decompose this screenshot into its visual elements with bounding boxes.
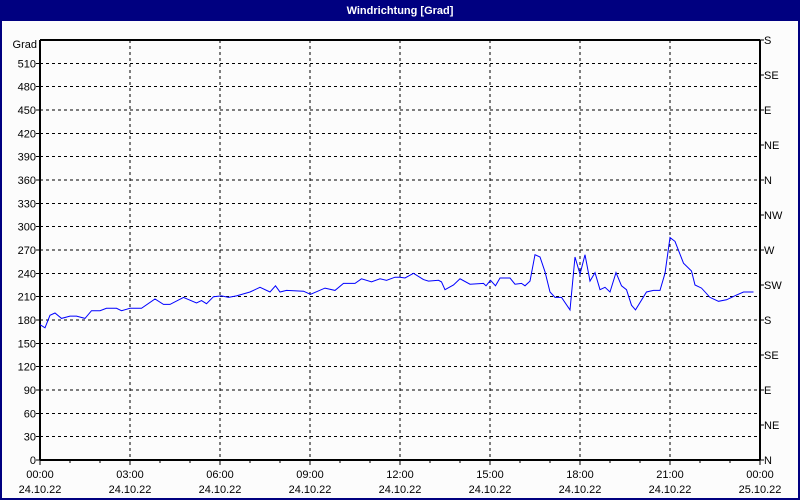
y-tick-label: 330 [18,198,36,210]
right-axis-label: SW [764,280,782,292]
x-tick-time: 06:00 [206,469,234,481]
y-tick-label: 0 [30,455,36,467]
y-tick-label: 60 [24,408,36,420]
right-axis-label: NE [764,420,779,432]
x-tick-date: 24.10.22 [379,484,422,496]
right-axis-label: N [764,455,772,467]
right-axis-label: NW [764,210,783,222]
right-axis-label: SE [764,70,779,82]
x-tick-date: 24.10.22 [559,484,602,496]
y-tick-label: 120 [18,362,36,374]
x-tick-date: 24.10.22 [199,484,242,496]
y-tick-label: 30 [24,432,36,444]
right-axis-label: W [764,245,775,257]
right-axis-label: N [764,175,772,187]
x-tick-date: 24.10.22 [469,484,512,496]
y-tick-label: 360 [18,175,36,187]
window-title: Windrichtung [Grad] [2,2,798,21]
x-tick-date: 24.10.22 [289,484,332,496]
x-tick-date: 24.10.22 [649,484,692,496]
wind-direction-line [39,236,754,329]
right-axis-label: S [764,35,771,47]
y-tick-label: 150 [18,338,36,350]
right-axis-label: SE [764,350,779,362]
y-tick-label: 390 [18,152,36,164]
y-tick-label: 450 [18,105,36,117]
y-tick-label: 510 [18,58,36,70]
x-tick-time: 18:00 [566,469,594,481]
right-axis-label: NE [764,140,779,152]
right-axis-label: E [764,105,771,117]
x-tick-date: 25.10.22 [739,484,782,496]
right-axis-label: E [764,385,771,397]
y-tick-label: 480 [18,82,36,94]
x-tick-date: 24.10.22 [19,484,62,496]
right-axis-label: S [764,315,771,327]
x-tick-time: 00:00 [746,469,774,481]
y-tick-label: 420 [18,128,36,140]
x-tick-time: 15:00 [476,469,504,481]
y-tick-label: 300 [18,222,36,234]
x-tick-time: 09:00 [296,469,324,481]
y-axis-label: Grad [13,39,37,51]
x-tick-time: 21:00 [656,469,684,481]
x-tick-date: 24.10.22 [109,484,152,496]
y-tick-label: 240 [18,268,36,280]
x-tick-time: 00:00 [26,469,54,481]
x-tick-time: 12:00 [386,469,414,481]
y-tick-label: 90 [24,385,36,397]
y-tick-label: 270 [18,245,36,257]
x-tick-time: 03:00 [116,469,144,481]
y-tick-label: 210 [18,292,36,304]
y-tick-label: 180 [18,315,36,327]
